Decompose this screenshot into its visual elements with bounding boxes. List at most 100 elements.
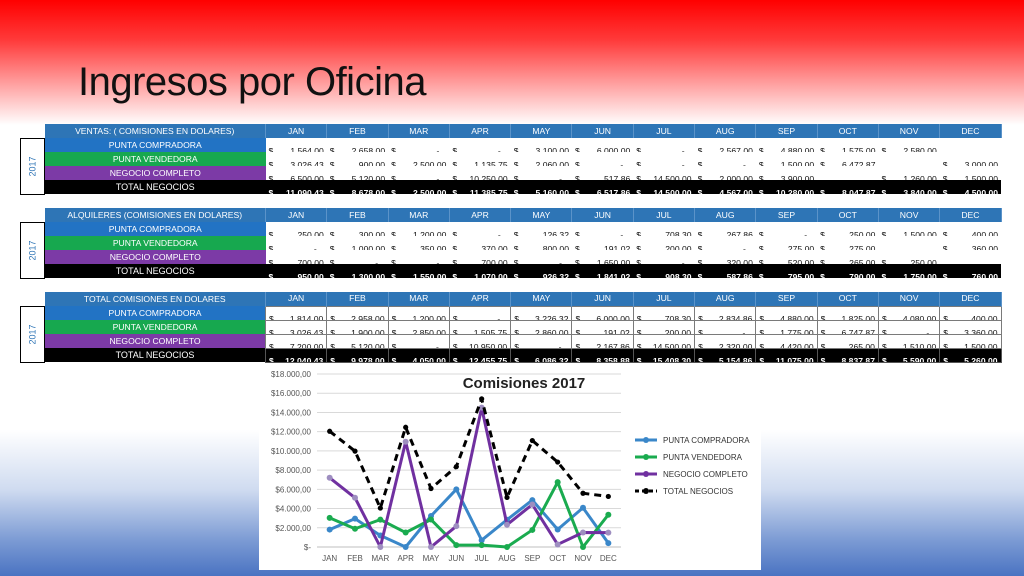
table-cell: $126,32: [510, 222, 572, 236]
table-cell: $3.360,00: [939, 319, 1002, 335]
data-point: [402, 438, 409, 445]
table-cell: $926,32: [510, 264, 572, 278]
month-header: JUL: [633, 292, 696, 306]
table-cell: $5.260,00: [939, 347, 1002, 363]
table-cell: $6.517,86: [571, 180, 634, 194]
table-cell: $3.000,00: [939, 152, 1002, 166]
table-cell: [817, 166, 879, 180]
table-row: TOTAL NEGOCIOS $950,00 $1.300,00 $1.550,00 $…: [21, 264, 1002, 278]
month-header: APR: [449, 124, 512, 138]
legend-marker: [643, 471, 649, 477]
month-header: JUL: [633, 208, 696, 222]
data-point: [326, 474, 333, 481]
data-point: [377, 544, 384, 550]
table-cell: $10.950,00: [448, 333, 512, 349]
data-point: [352, 494, 358, 501]
data-point: [428, 516, 434, 523]
month-header: MAY: [510, 208, 573, 222]
month-header: DEC: [939, 292, 1002, 306]
data-point: [554, 479, 561, 486]
month-header: FEB: [326, 208, 389, 222]
table-cell: $191,02: [571, 319, 634, 335]
table-cell: $3.226,32: [510, 305, 573, 321]
table-cell: $6.747,87: [816, 319, 879, 335]
month-header: SEP: [755, 292, 818, 306]
table-cell: $1.200,00: [387, 305, 450, 321]
table-cell: $191,02: [571, 236, 634, 250]
table-cell: $6.000,00: [571, 138, 634, 152]
table-cell: [878, 236, 940, 250]
table-header-title: VENTAS: ( COMISIONES EN DOLARES): [44, 124, 266, 138]
data-point: [478, 542, 485, 549]
data-point: [352, 448, 358, 454]
table-row: NEGOCIO COMPLETO $6.500,00 $5.120,00 $ - $10…: [21, 166, 1002, 180]
month-header: SEP: [755, 208, 818, 222]
table-cell: $370,00: [449, 236, 511, 250]
x-tick-label: OCT: [549, 554, 566, 563]
row-label: PUNTA VENDEDORA: [44, 236, 266, 250]
table-cell: $275,00: [817, 236, 879, 250]
table-cell: $900,00: [326, 152, 389, 166]
table-cell: $250,00: [265, 222, 327, 236]
month-header: MAR: [388, 124, 450, 138]
month-header: NOV: [878, 208, 941, 222]
table-cell: $1.500,00: [939, 166, 1002, 180]
table-cell: $4.567,00: [694, 180, 756, 194]
table-cell: $1.650,00: [571, 250, 634, 264]
table-cell: $3.026,43: [265, 152, 327, 166]
x-tick-label: FEB: [347, 554, 363, 563]
table-cell: $2.860,00: [510, 319, 573, 335]
table-cell: $2.834,86: [694, 305, 757, 321]
table-cell: $760,00: [939, 264, 1002, 278]
table-cell: $ -: [448, 305, 512, 321]
row-label: PUNTA VENDEDORA: [44, 152, 266, 166]
table-cell: $11.075,00: [755, 347, 818, 363]
table-header-title: TOTAL COMISIONES EN DOLARES: [44, 292, 266, 306]
table-cell: $ -: [694, 236, 756, 250]
commission-table: VENTAS: ( COMISIONES EN DOLARES) JAN FEB MA…: [20, 124, 1002, 195]
month-header: OCT: [817, 124, 879, 138]
x-tick-label: MAR: [371, 554, 389, 563]
month-header: JAN: [265, 292, 328, 306]
table-cell: $300,00: [326, 222, 389, 236]
table-cell: $1.300,00: [326, 264, 389, 278]
month-header: SEP: [755, 124, 818, 138]
table-cell: $1.550,00: [388, 264, 450, 278]
chart-svg: $- $2.000,00 $4.000,00 $6.000,00 $8.000,00 $1…: [271, 370, 750, 563]
year-label: 2017: [20, 305, 45, 363]
table-cell: $ -: [694, 319, 757, 335]
month-header: JUN: [571, 208, 634, 222]
table-cell: $1.775,00: [755, 319, 818, 335]
month-header: JUL: [633, 124, 696, 138]
table-cell: $587,86: [694, 264, 756, 278]
table-cell: $1.750,00: [878, 264, 940, 278]
data-point: [504, 544, 510, 550]
table-cell: $795,00: [755, 264, 818, 278]
x-tick-label: DEC: [600, 554, 617, 563]
y-tick-label: $14.000,00: [271, 408, 312, 417]
table-cell: $11.385,75: [449, 180, 511, 194]
table-cell: $2.850,00: [387, 319, 450, 335]
table-row: 2017 PUNTA COMPRADORA $250,00 $300,00 $1.200…: [20, 221, 1002, 279]
table-cell: $2.167,86: [571, 333, 634, 349]
month-header: MAR: [388, 208, 450, 222]
legend-marker: [643, 488, 649, 494]
table-cell: $1.564,00: [265, 138, 327, 152]
table-cell: $5.120,00: [326, 333, 389, 349]
table-cell: $14.500,00: [633, 166, 695, 180]
table-row: 2017 PUNTA COMPRADORA $1.814,00 $2.958,00 $1…: [20, 305, 1002, 363]
table-cell: $2.658,00: [326, 138, 389, 152]
table-cell: $1.814,00: [264, 305, 328, 321]
table-cell: $ -: [388, 138, 450, 152]
table-cell: $4.880,00: [755, 138, 818, 152]
table-cell: $1.500,00: [755, 152, 818, 166]
data-point: [453, 486, 460, 493]
y-tick-label: $12.000,00: [271, 428, 312, 437]
table-cell: $ -: [449, 138, 511, 152]
table-cell: $4.420,00: [755, 333, 818, 349]
data-point: [555, 459, 561, 465]
table-cell: $2.958,00: [326, 305, 389, 321]
series-line: [329, 480, 610, 549]
table-cell: $ -: [571, 152, 634, 166]
table-cell: $4.050,00: [387, 347, 450, 363]
